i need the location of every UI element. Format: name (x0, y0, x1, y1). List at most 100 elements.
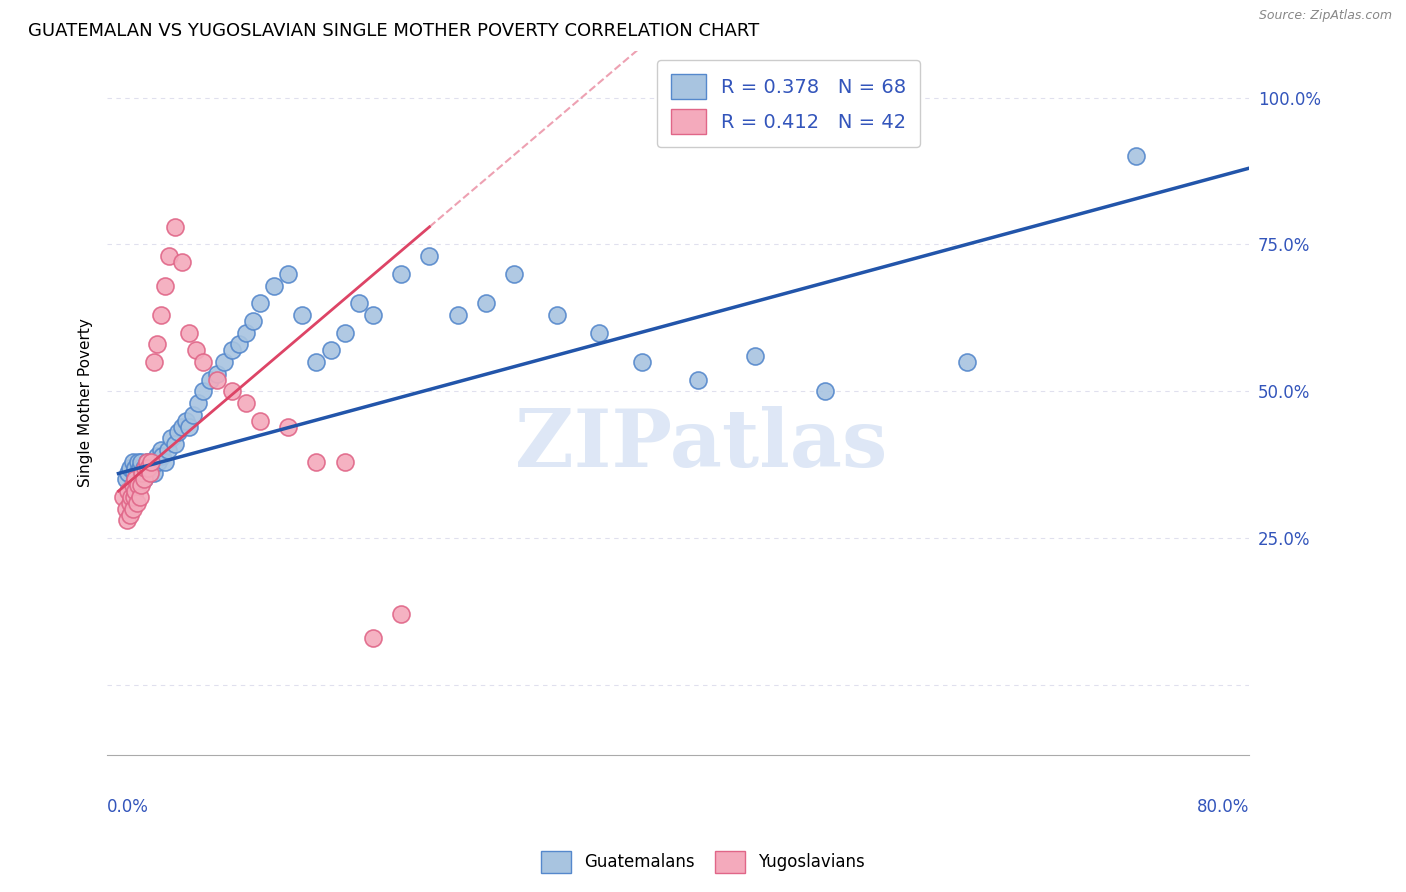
Point (361, 308, 384, 322)
Point (172, 255, 194, 269)
Point (588, 326, 610, 340)
Point (135, 455, 157, 469)
Point (135, 455, 157, 469)
Point (447, 308, 470, 322)
Point (183, 408, 205, 422)
Point (118, 508, 141, 522)
Point (141, 460, 163, 475)
Point (122, 490, 145, 504)
Point (132, 472, 155, 486)
Point (142, 467, 165, 481)
Point (153, 455, 176, 469)
Point (163, 437, 186, 451)
Text: Source: ZipAtlas.com: Source: ZipAtlas.com (1258, 9, 1392, 22)
Point (228, 337, 250, 351)
Point (546, 308, 568, 322)
Point (156, 442, 179, 457)
Text: 80.0%: 80.0% (1197, 797, 1250, 815)
Point (157, 249, 180, 263)
Point (187, 396, 209, 410)
Point (159, 431, 181, 445)
Point (121, 455, 143, 469)
Point (475, 296, 498, 310)
Point (118, 460, 141, 475)
Point (249, 414, 271, 428)
Point (125, 467, 148, 481)
Point (207, 367, 229, 381)
Point (333, 455, 356, 469)
Point (361, 631, 384, 645)
Point (128, 472, 150, 486)
Point (142, 355, 165, 369)
Point (118, 496, 141, 510)
Point (744, 349, 766, 363)
Point (179, 419, 201, 434)
Point (172, 419, 194, 434)
Point (138, 467, 160, 481)
Point (139, 455, 162, 469)
Point (132, 472, 155, 486)
Point (207, 372, 229, 386)
Point (319, 343, 342, 358)
Point (235, 396, 257, 410)
Point (1125, 149, 1147, 163)
Text: ZIPatlas: ZIPatlas (515, 406, 887, 484)
Point (277, 419, 299, 434)
Point (121, 501, 143, 516)
Point (193, 355, 215, 369)
Point (305, 455, 328, 469)
Point (221, 343, 243, 358)
Point (166, 425, 188, 440)
Point (132, 460, 155, 475)
Point (235, 326, 257, 340)
Point (149, 442, 172, 457)
Point (277, 267, 299, 281)
Point (153, 278, 176, 293)
Point (124, 484, 146, 499)
Point (125, 496, 148, 510)
Point (143, 455, 166, 469)
Point (389, 607, 412, 622)
Point (145, 337, 167, 351)
Point (129, 455, 152, 469)
Point (389, 267, 412, 281)
Point (186, 343, 208, 358)
Point (124, 472, 146, 486)
Point (149, 308, 172, 322)
Point (121, 478, 143, 492)
Point (111, 490, 134, 504)
Point (291, 308, 314, 322)
Point (121, 478, 143, 492)
Point (179, 326, 201, 340)
Point (814, 384, 837, 399)
Point (124, 460, 146, 475)
Point (131, 467, 153, 481)
Point (145, 449, 167, 463)
Point (127, 455, 149, 469)
Point (150, 449, 173, 463)
Point (686, 372, 709, 386)
Point (117, 484, 139, 499)
Point (200, 372, 222, 386)
Point (956, 355, 979, 369)
Point (193, 384, 215, 399)
Point (131, 467, 153, 481)
Legend: R = 0.378   N = 68, R = 0.412   N = 42: R = 0.378 N = 68, R = 0.412 N = 42 (657, 61, 920, 147)
Point (115, 513, 138, 527)
Point (503, 267, 526, 281)
Point (305, 355, 328, 369)
Point (136, 460, 159, 475)
Text: 0.0%: 0.0% (107, 797, 149, 815)
Text: GUATEMALAN VS YUGOSLAVIAN SINGLE MOTHER POVERTY CORRELATION CHART: GUATEMALAN VS YUGOSLAVIAN SINGLE MOTHER … (28, 22, 759, 40)
Point (333, 326, 356, 340)
Y-axis label: Single Mother Poverty: Single Mother Poverty (79, 318, 93, 487)
Point (134, 460, 156, 475)
Point (214, 355, 236, 369)
Point (114, 501, 136, 516)
Point (139, 455, 162, 469)
Point (146, 455, 169, 469)
Point (128, 460, 150, 475)
Point (122, 467, 145, 481)
Point (114, 472, 136, 486)
Point (418, 249, 440, 263)
